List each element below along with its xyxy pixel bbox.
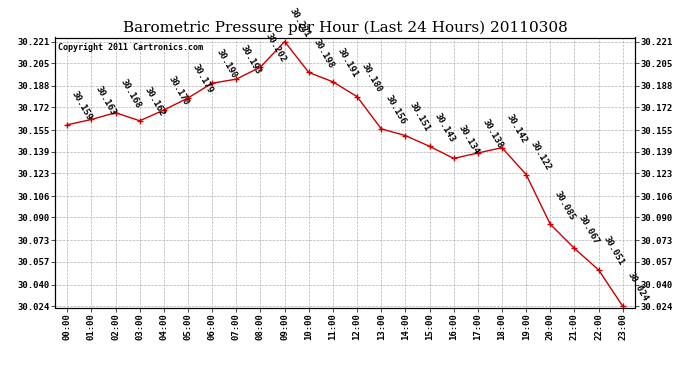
Text: 30.170: 30.170 — [167, 75, 190, 107]
Text: 30.159: 30.159 — [70, 90, 94, 122]
Text: 30.134: 30.134 — [457, 123, 480, 156]
Text: 30.193: 30.193 — [239, 44, 263, 76]
Text: 30.024: 30.024 — [626, 271, 649, 303]
Text: 30.162: 30.162 — [143, 86, 166, 118]
Text: 30.085: 30.085 — [553, 189, 577, 222]
Text: 30.151: 30.151 — [408, 100, 432, 133]
Text: 30.198: 30.198 — [312, 37, 335, 70]
Text: 30.142: 30.142 — [505, 112, 529, 145]
Text: 30.051: 30.051 — [602, 235, 625, 267]
Text: 30.168: 30.168 — [119, 78, 142, 110]
Text: 30.067: 30.067 — [578, 213, 601, 246]
Text: 30.122: 30.122 — [529, 139, 553, 172]
Text: Copyright 2011 Cartronics.com: Copyright 2011 Cartronics.com — [58, 43, 203, 52]
Text: 30.202: 30.202 — [264, 32, 287, 64]
Title: Barometric Pressure per Hour (Last 24 Hours) 20110308: Barometric Pressure per Hour (Last 24 Ho… — [123, 21, 567, 35]
Text: 30.180: 30.180 — [360, 62, 384, 94]
Text: 30.143: 30.143 — [433, 111, 456, 144]
Text: 30.163: 30.163 — [95, 84, 118, 117]
Text: 30.221: 30.221 — [288, 6, 311, 39]
Text: 30.190: 30.190 — [215, 48, 239, 80]
Text: 30.179: 30.179 — [191, 63, 215, 95]
Text: 30.191: 30.191 — [336, 46, 359, 79]
Text: 30.156: 30.156 — [384, 94, 408, 126]
Text: 30.138: 30.138 — [481, 118, 504, 150]
